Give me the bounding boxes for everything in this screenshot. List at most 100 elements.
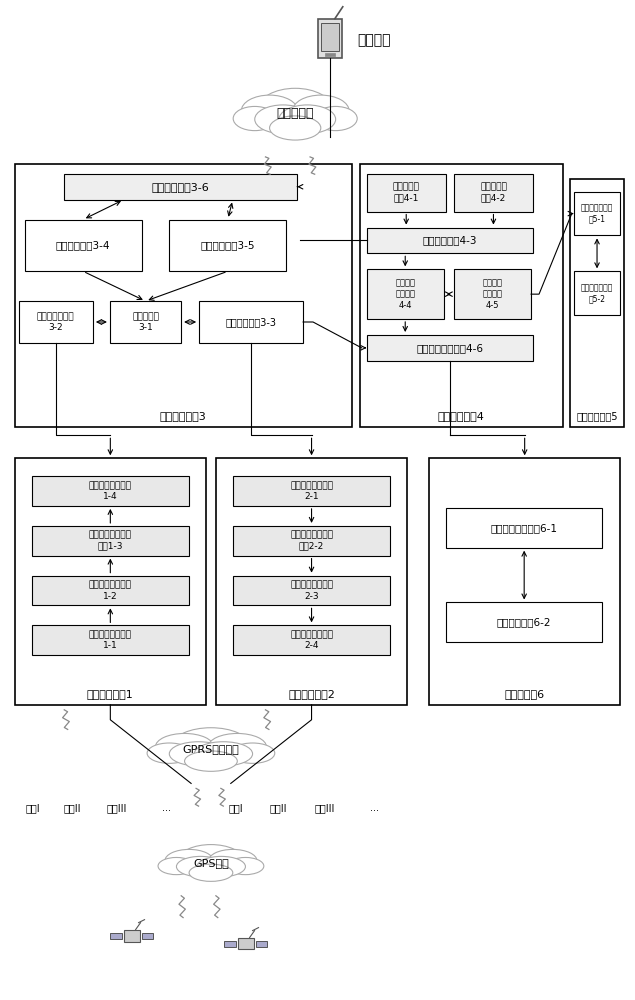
Bar (25, 220, 142, 271)
Bar (325, 53, 335, 56)
Text: 终端I: 终端I (229, 803, 243, 813)
Bar (570, 179, 624, 427)
Ellipse shape (156, 733, 214, 760)
Text: 终端II: 终端II (64, 803, 81, 813)
Ellipse shape (173, 728, 249, 763)
Bar (318, 19, 342, 58)
Text: 数据存取模块3-3: 数据存取模块3-3 (225, 317, 277, 327)
Text: 前置发送模块2: 前置发送模块2 (288, 689, 335, 699)
Text: 路由接口模块3-6: 路由接口模块3-6 (152, 182, 210, 192)
Ellipse shape (270, 116, 321, 140)
Bar (216, 458, 407, 705)
Ellipse shape (189, 864, 233, 881)
Text: 监控端发送
模块4-1: 监控端发送 模块4-1 (393, 183, 420, 203)
Ellipse shape (227, 857, 264, 875)
Text: 数据存取进程模块6-1: 数据存取进程模块6-1 (491, 523, 558, 533)
Text: GPRS无线网络: GPRS无线网络 (183, 744, 239, 754)
Bar (321, 23, 339, 51)
Ellipse shape (255, 105, 311, 134)
Bar (15, 458, 206, 705)
Bar (18, 301, 93, 343)
Ellipse shape (158, 857, 195, 875)
Ellipse shape (241, 95, 298, 127)
Text: 监控鉴权模块4-3: 监控鉴权模块4-3 (422, 235, 477, 245)
Ellipse shape (147, 743, 192, 763)
Bar (454, 269, 531, 319)
Text: 数据储存模块6-2: 数据储存模块6-2 (497, 617, 551, 627)
Bar (32, 625, 189, 655)
Bar (32, 576, 189, 605)
Text: 下行数据编码模块
2-3: 下行数据编码模块 2-3 (290, 580, 333, 601)
Bar (429, 458, 620, 705)
Bar (64, 174, 297, 200)
Text: 业务指令转换模
块5-2: 业务指令转换模 块5-2 (581, 283, 613, 303)
Bar (233, 625, 390, 655)
Text: 路由中心模块4: 路由中心模块4 (438, 411, 485, 421)
Bar (199, 301, 303, 343)
Bar (110, 933, 122, 939)
Ellipse shape (185, 751, 237, 771)
Text: 终端III: 终端III (107, 803, 127, 813)
Bar (454, 174, 533, 212)
Bar (124, 930, 140, 942)
Text: 上行数据协议解析
模块1-3: 上行数据协议解析 模块1-3 (89, 531, 132, 551)
Bar (366, 269, 444, 319)
Text: 终端II: 终端II (270, 803, 287, 813)
Text: 前置机接口模块
3-2: 前置机接口模块 3-2 (37, 312, 75, 332)
Bar (574, 271, 620, 315)
Bar (366, 228, 533, 253)
Text: 终端数据接收模块
1-1: 终端数据接收模块 1-1 (89, 630, 132, 650)
Ellipse shape (233, 106, 276, 131)
Bar (32, 526, 189, 556)
Text: 主控制模块
3-1: 主控制模块 3-1 (132, 312, 159, 332)
Text: 上行数据发送模块
1-4: 上行数据发送模块 1-4 (89, 481, 132, 501)
Bar (15, 164, 352, 427)
Bar (233, 476, 390, 506)
Text: 智能手机: 智能手机 (358, 34, 391, 48)
Ellipse shape (231, 743, 275, 763)
Bar (446, 602, 603, 642)
Text: 业务中心
接口模块
4-5: 业务中心 接口模块 4-5 (483, 279, 502, 310)
Text: 数据库模块6: 数据库模块6 (505, 689, 545, 699)
Text: 监控端接收
模块4-2: 监控端接收 模块4-2 (480, 183, 507, 203)
Bar (233, 576, 390, 605)
Text: 移动互联网: 移动互联网 (276, 107, 314, 120)
Ellipse shape (194, 742, 253, 766)
Bar (366, 335, 533, 361)
Text: 上行数据解码模块
1-2: 上行数据解码模块 1-2 (89, 580, 132, 601)
Bar (170, 220, 286, 271)
Ellipse shape (293, 95, 349, 127)
Bar (142, 933, 154, 939)
Ellipse shape (170, 742, 227, 766)
Text: 数据中心模块3: 数据中心模块3 (160, 411, 206, 421)
Bar (32, 476, 189, 506)
Ellipse shape (197, 856, 246, 877)
Text: 终端数据发送模块
2-4: 终端数据发送模块 2-4 (290, 630, 333, 650)
Ellipse shape (258, 88, 332, 130)
Text: 下行数据接收模块
2-1: 下行数据接收模块 2-1 (290, 481, 333, 501)
Text: 下行数据协议解析
模块2-2: 下行数据协议解析 模块2-2 (290, 531, 333, 551)
Text: GPS网络: GPS网络 (193, 858, 229, 868)
Text: 终端I: 终端I (25, 803, 40, 813)
Bar (366, 174, 446, 212)
Ellipse shape (279, 105, 336, 134)
Ellipse shape (208, 733, 267, 760)
Bar (574, 192, 620, 235)
Ellipse shape (179, 845, 243, 874)
Text: 业务转发
控制模块
4-4: 业务转发 控制模块 4-4 (395, 279, 415, 310)
Text: ...: ... (162, 803, 171, 813)
Bar (359, 164, 563, 427)
Text: 终端III: 终端III (315, 803, 335, 813)
Text: 业务中心模块5: 业务中心模块5 (577, 411, 618, 421)
Text: 数据中心接口模块4-6: 数据中心接口模块4-6 (417, 343, 483, 353)
Text: 路由中心接口模
块5-1: 路由中心接口模 块5-1 (581, 204, 613, 224)
Text: 前置接收模块1: 前置接收模块1 (87, 689, 134, 699)
Bar (224, 941, 236, 947)
Bar (446, 508, 603, 548)
Ellipse shape (177, 856, 225, 877)
Ellipse shape (209, 849, 257, 872)
Text: ...: ... (370, 803, 379, 813)
Ellipse shape (165, 849, 213, 872)
Bar (233, 526, 390, 556)
Ellipse shape (314, 106, 358, 131)
